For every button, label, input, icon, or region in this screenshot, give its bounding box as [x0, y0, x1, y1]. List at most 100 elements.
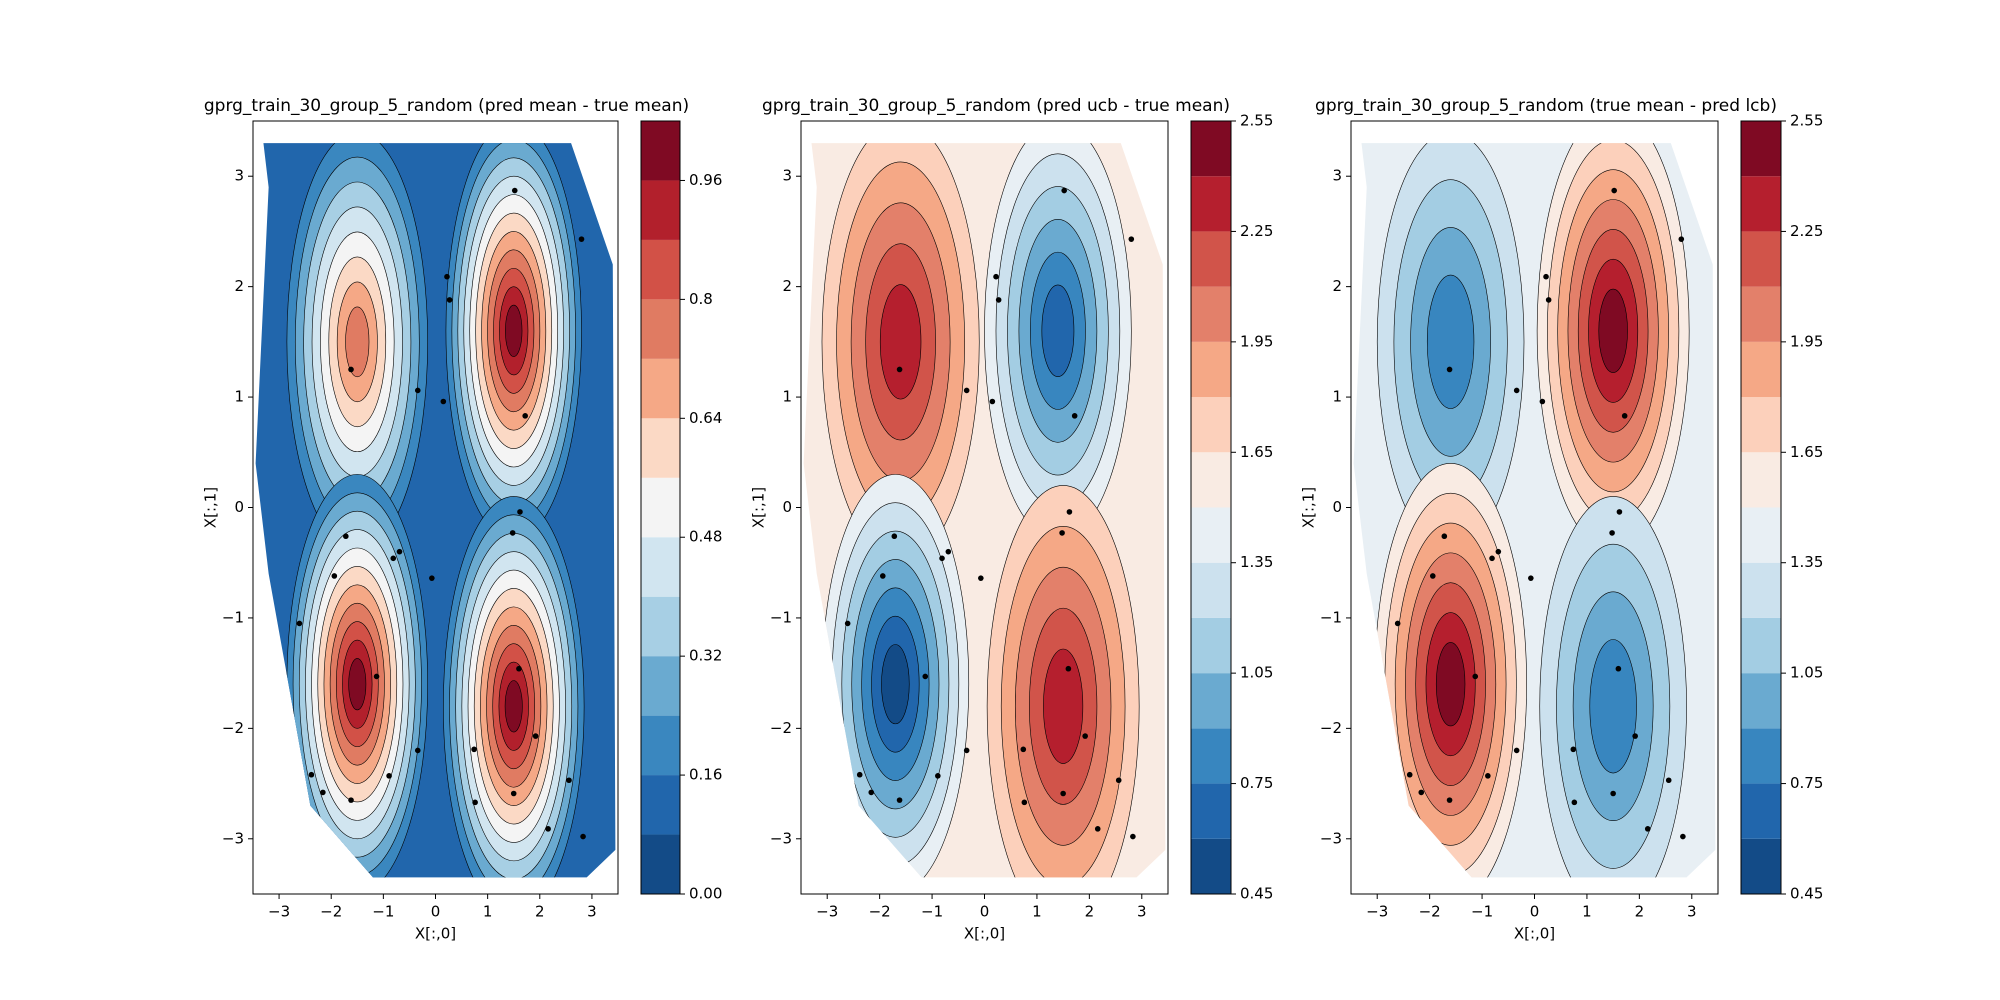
colorbar-tick-label: 1.65 [1790, 443, 1823, 461]
data-point [1429, 573, 1436, 579]
y-tick-label: 1 [782, 388, 792, 406]
x-axis-label: X[:,0] [964, 925, 1005, 943]
data-point [429, 575, 435, 581]
data-point [1094, 826, 1101, 832]
colorbar-band [641, 596, 680, 657]
chart-title: gprg_train_30_group_5_random (pred mean … [204, 96, 689, 116]
data-point [922, 673, 929, 680]
x-axis-label: X[:,0] [1514, 925, 1555, 943]
x-tick-label: −1 [372, 903, 394, 921]
colorbar-band [641, 656, 680, 716]
data-point [1545, 297, 1552, 303]
x-tick-label: 1 [1032, 903, 1042, 921]
data-point [891, 533, 898, 540]
colorbar-tick-label: 2.55 [1790, 112, 1823, 130]
data-point [516, 665, 522, 672]
x-tick-label: 3 [587, 903, 597, 921]
colorbar-tick-label: 0.8 [689, 290, 713, 308]
colorbar-band [1191, 617, 1231, 674]
y-tick-label: −2 [1320, 719, 1342, 737]
colorbar-tick-label: 0.00 [689, 885, 722, 903]
colorbar-band [1191, 562, 1231, 618]
data-point [1071, 413, 1078, 419]
data-point [1472, 673, 1479, 680]
data-point [945, 548, 952, 555]
data-point [978, 575, 984, 581]
data-point [472, 799, 478, 806]
data-point [396, 548, 403, 555]
data-point [1065, 665, 1072, 672]
contour-band [1043, 648, 1084, 764]
data-point [510, 790, 517, 797]
colorbar-tick-label: 0.16 [689, 766, 722, 784]
colorbar-band [641, 477, 680, 538]
y-tick-label: −3 [222, 829, 244, 847]
y-tick-label: 0 [782, 498, 792, 516]
colorbar-band [1191, 838, 1231, 894]
data-point [578, 236, 585, 242]
data-point [1021, 799, 1028, 806]
y-tick-label: 1 [234, 388, 244, 406]
y-tick-label: −3 [1320, 829, 1342, 847]
colorbar-band [1191, 783, 1231, 839]
data-point [1528, 575, 1534, 581]
colorbar-band [1741, 617, 1781, 674]
colorbar-tick-label: 1.05 [1240, 664, 1273, 682]
data-point [1406, 771, 1413, 778]
data-point [1020, 746, 1027, 753]
y-tick-label: 3 [234, 167, 244, 185]
y-tick-label: 2 [234, 277, 244, 295]
data-point [390, 555, 397, 562]
x-tick-label: 2 [535, 903, 545, 921]
data-point [511, 187, 518, 194]
data-point [1615, 665, 1622, 672]
y-tick-label: 3 [1332, 167, 1342, 185]
colorbar-tick-label: 2.25 [1790, 222, 1823, 240]
colorbar-band [641, 239, 680, 300]
y-tick-label: 2 [782, 277, 792, 295]
colorbar-band [641, 418, 680, 478]
x-tick-label: 0 [431, 903, 441, 921]
x-tick-label: −1 [1471, 903, 1493, 921]
data-point [373, 673, 380, 680]
data-point [1495, 548, 1502, 555]
y-axis-label: X[:,1] [750, 487, 768, 528]
data-point [844, 620, 851, 627]
colorbar-band [1191, 452, 1231, 508]
data-point [414, 747, 421, 754]
colorbar-tick-label: 0.45 [1240, 885, 1273, 903]
data-point [856, 771, 863, 778]
data-point [1082, 733, 1088, 739]
x-tick-label: 2 [1635, 903, 1645, 921]
contour-band [348, 658, 367, 711]
contour-band [1426, 274, 1475, 409]
data-point [1115, 777, 1122, 784]
colorbar-tick-label: 0.64 [689, 409, 722, 427]
contour-band [1041, 284, 1075, 378]
y-tick-label: 2 [1332, 277, 1342, 295]
data-point [1543, 273, 1549, 280]
data-point [1570, 746, 1577, 753]
data-point [1513, 747, 1520, 754]
colorbar-band [641, 775, 680, 835]
colorbar-band [1741, 397, 1781, 453]
colorbar-band [1191, 231, 1231, 287]
x-tick-label: 3 [1137, 903, 1147, 921]
x-tick-label: 3 [1687, 903, 1697, 921]
data-point [1611, 187, 1617, 194]
data-point [879, 573, 886, 579]
data-point [896, 366, 903, 373]
contour-fill [255, 143, 616, 878]
y-tick-label: −1 [222, 608, 244, 626]
colorbar-tick-label: 0.96 [689, 171, 722, 189]
colorbar-band [641, 121, 680, 181]
data-point [1621, 413, 1628, 419]
data-point [1061, 187, 1067, 194]
x-tick-label: 0 [1530, 903, 1540, 921]
data-point [1616, 509, 1623, 515]
x-tick-label: −3 [1366, 903, 1388, 921]
colorbar-tick-label: 0.45 [1790, 885, 1823, 903]
data-point [1680, 833, 1686, 840]
data-point [1632, 733, 1638, 739]
